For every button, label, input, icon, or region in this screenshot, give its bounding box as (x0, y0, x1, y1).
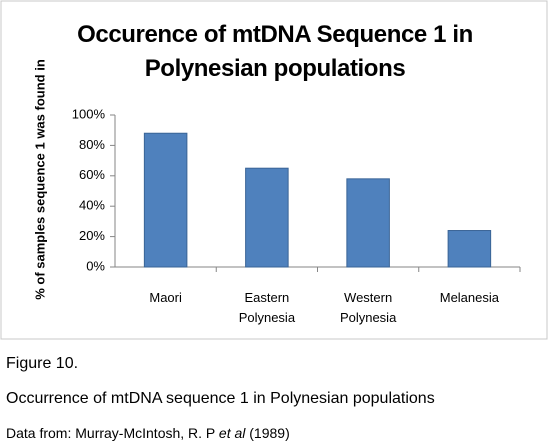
figure-source: Data from: Murray-McIntosh, R. P et al (… (6, 425, 290, 441)
x-tick-label: Melanesia (439, 290, 499, 305)
figure-label: Figure 10. (6, 355, 79, 372)
bar (245, 167, 289, 268)
x-tick-label: Maori (149, 290, 182, 305)
figure-caption: Occurrence of mtDNA sequence 1 in Polyne… (6, 390, 435, 407)
x-tick-label: Western Polynesia (339, 290, 397, 325)
y-axis-label: % of samples sequence 1 was found in (32, 59, 48, 300)
bar (143, 132, 188, 268)
y-tick-label: 20% (79, 228, 105, 243)
x-tick-label: Eastern Polynesia (238, 290, 296, 325)
y-tick-label: 100% (72, 106, 106, 121)
y-tick-label: 80% (79, 137, 105, 152)
source-text: (1989) (245, 425, 290, 441)
y-tick-label: 60% (79, 167, 105, 182)
y-tick-label: 0% (86, 258, 105, 273)
y-tick-label: 40% (79, 198, 105, 213)
bar (447, 230, 492, 268)
chart-title: Occurence of mtDNA Sequence 1 in Polynes… (77, 21, 473, 82)
chart: 0% 20% 40% 60% 80% 100% (0, 0, 548, 340)
source-italic: et al (218, 425, 246, 441)
bar (346, 178, 390, 268)
source-text: Data from: Murray-McIntosh, R. P (6, 425, 219, 441)
